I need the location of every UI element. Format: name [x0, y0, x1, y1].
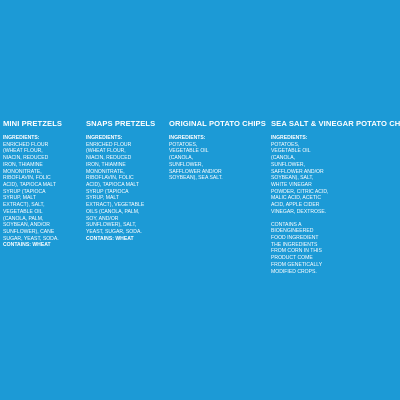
mini-pretzels-title: MINI PRETZELS	[3, 119, 63, 128]
disclosure-line: THE INGREDIENTS	[271, 241, 318, 248]
ingredient-line: (CANOLA,	[169, 155, 194, 162]
ingredient-line: EXTRACT), VEGETABLE	[86, 202, 145, 209]
ingredient-line: SAFFLOWER AND/OR	[169, 168, 222, 175]
ingredient-line: RIBOFLAVIN, FOLIC	[3, 175, 51, 182]
ingredient-line: OILS (CANOLA, PALM,	[86, 208, 140, 215]
mini-pretzels-ingredients-heading: INGREDIENTS:	[3, 135, 40, 141]
ingredient-line: SUNFLOWER,	[169, 161, 203, 168]
ingredient-line: SUNFLOWER,	[271, 161, 305, 168]
ingredient-line: MONONITRATE,	[86, 168, 125, 175]
snaps-pretzels-ingredients-heading: INGREDIENTS:	[86, 135, 123, 141]
ingredient-line: IRON, THIAMINE	[3, 161, 43, 168]
ingredient-line: POTATOES,	[271, 141, 300, 148]
mini-pretzels-ingredients-list: ENRICHED FLOUR (WHEAT FLOUR, NIACIN, RED…	[3, 142, 81, 249]
original-potato-chips-ingredients-heading: INGREDIENTS:	[169, 135, 206, 141]
ingredient-line: NIACIN, REDUCED	[86, 155, 132, 162]
ingredient-line: MONONITRATE,	[3, 168, 42, 175]
sea-salt-vinegar-chips-ingredients-list: POTATOES, VEGETABLE OIL (CANOLA, SUNFLOW…	[271, 142, 399, 216]
ingredient-line: SYRUP (TAPIOCA	[86, 188, 129, 195]
disclosure-line: FOOD INGREDIENT	[271, 235, 319, 242]
snaps-pretzels-allergen-statement: CONTAINS: WHEAT	[86, 235, 134, 242]
ingredient-line: ENRICHED FLOUR	[86, 141, 132, 148]
ingredient-line: VINEGAR, DEXTROSE.	[271, 208, 327, 215]
ingredient-line: RIBOFLAVIN, FOLIC	[86, 175, 134, 182]
ingredient-line: ACID), TAPIOCA MALT	[86, 182, 139, 189]
ingredient-line: ACID), TAPIOCA MALT	[3, 182, 56, 189]
ingredient-line: SOY, AND/OR	[86, 215, 119, 222]
snaps-pretzels-column: SNAPS PRETZELS INGREDIENTS: ENRICHED FLO…	[86, 119, 164, 242]
ingredient-line: SOYBEAN), SALT,	[271, 175, 314, 182]
ingredient-line: POTATOES,	[169, 141, 198, 148]
ingredient-line: SYRUP, MALT	[86, 195, 119, 202]
ingredient-line: SAFFLOWER AND/OR	[271, 168, 324, 175]
disclosure-line: CONTAINS A	[271, 221, 302, 228]
ingredient-line: IRON, THIAMINE	[86, 161, 126, 168]
ingredient-line: (WHEAT FLOUR,	[3, 148, 43, 155]
disclosure-line: BIOENGINEERED	[271, 228, 314, 235]
ingredient-line: VEGETABLE OIL	[3, 208, 43, 215]
ingredient-line: NIACIN, REDUCED	[3, 155, 49, 162]
ingredient-line: (CANOLA,	[271, 155, 296, 162]
ingredient-line: WHITE VINEGAR	[271, 182, 312, 189]
ingredient-line: SUNFLOWER), CANE	[3, 229, 55, 236]
original-potato-chips-column: ORIGINAL POTATO CHIPS INGREDIENTS: POTAT…	[169, 119, 267, 182]
ingredient-line: SYRUP, MALT	[3, 195, 36, 202]
ingredient-line: MALIC ACID, ACETIC	[271, 195, 322, 202]
disclosure-line: FROM CORN IN THIS	[271, 248, 322, 255]
ingredient-line: SOYBEAN), SEA SALT.	[169, 175, 223, 182]
snaps-pretzels-ingredients-list: ENRICHED FLOUR (WHEAT FLOUR, NIACIN, RED…	[86, 142, 164, 243]
disclosure-line: PRODUCT COME	[271, 255, 313, 262]
original-potato-chips-title: ORIGINAL POTATO CHIPS	[169, 119, 266, 128]
ingredient-line: (CANOLA, PALM,	[3, 215, 44, 222]
disclosure-line: MODIFIED CROPS.	[271, 268, 317, 275]
sea-salt-vinegar-chips-title: SEA SALT & VINEGAR POTATO CHIPS	[271, 119, 400, 128]
disclosure-line: FROM GENETICALLY	[271, 261, 323, 268]
ingredient-line: SOYBEAN, AND/OR	[3, 222, 50, 229]
ingredient-line: VEGETABLE OIL	[169, 148, 209, 155]
sea-salt-vinegar-chips-column: SEA SALT & VINEGAR POTATO CHIPS INGREDIE…	[271, 119, 400, 276]
mini-pretzels-column: MINI PRETZELS INGREDIENTS: ENRICHED FLOU…	[3, 119, 81, 249]
snaps-pretzels-title: SNAPS PRETZELS	[86, 119, 156, 128]
ingredient-line: SUNFLOWER), SALT,	[86, 222, 137, 229]
bioengineered-disclosure: CONTAINS A BIOENGINEERED FOOD INGREDIENT…	[271, 222, 399, 276]
sea-salt-vinegar-chips-ingredients-heading: INGREDIENTS:	[271, 135, 308, 141]
ingredient-line: ENRICHED FLOUR	[3, 141, 49, 148]
ingredient-line: POWDER, CITRIC ACID,	[271, 188, 329, 195]
original-potato-chips-ingredients-list: POTATOES, VEGETABLE OIL (CANOLA, SUNFLOW…	[169, 142, 267, 182]
ingredient-line: YEAST, SUGAR, SODA.	[86, 229, 142, 236]
ingredient-line: ACID, APPLE CIDER	[271, 202, 320, 209]
ingredient-line: SUGAR, YEAST, SODA.	[3, 235, 59, 242]
ingredient-line: VEGETABLE OIL	[271, 148, 311, 155]
ingredient-line: SYRUP (TAPIOCA	[3, 188, 46, 195]
ingredient-line: (WHEAT FLOUR,	[86, 148, 126, 155]
mini-pretzels-allergen-statement: CONTAINS: WHEAT	[3, 242, 51, 249]
ingredient-line: EXTRACT), SALT,	[3, 202, 45, 209]
